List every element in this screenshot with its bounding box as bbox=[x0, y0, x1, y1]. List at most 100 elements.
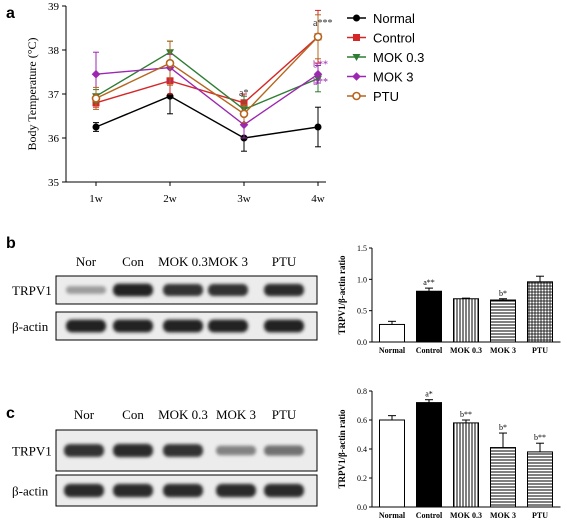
category-label: MOK 3 bbox=[490, 511, 516, 520]
lane-label: MOK 3 bbox=[216, 407, 256, 422]
blot-band bbox=[113, 443, 153, 458]
data-point bbox=[91, 94, 101, 103]
series-mok-0-3 bbox=[92, 40, 322, 124]
panel-label-a: a bbox=[6, 5, 15, 22]
data-point bbox=[313, 32, 323, 42]
y-tick-label: 0.0 bbox=[357, 503, 367, 512]
panel-label-b: b bbox=[6, 235, 16, 252]
significance-label: b* bbox=[499, 423, 507, 432]
category-label: Control bbox=[416, 511, 443, 520]
category-label: Normal bbox=[379, 511, 406, 520]
x-tick-label: 4w bbox=[311, 193, 325, 205]
blot-band bbox=[264, 483, 304, 498]
legend-entry: MOK 0.3 bbox=[373, 50, 424, 65]
bar-chart-c: 0.0 0.2 0.4 0.6 0.8 TRPV1/β-actin ratio Normal… bbox=[337, 387, 561, 520]
line-chart: 35 36 37 38 39 1w 2w 3w 4w Body Temperature (°C) a… bbox=[25, 1, 424, 205]
bar bbox=[453, 298, 479, 343]
blot-band bbox=[66, 286, 106, 294]
y-axis-title: TRPV1/β-actin ratio bbox=[337, 409, 347, 488]
bar bbox=[416, 402, 442, 508]
bar bbox=[490, 447, 516, 508]
bar bbox=[379, 419, 405, 508]
lane-label: Con bbox=[122, 407, 144, 422]
legend-entry: PTU bbox=[373, 89, 399, 104]
blot-band bbox=[113, 283, 153, 297]
western-blot-b: Nor Con MOK 0.3 MOK 3 PTU TRPV1 β-actin bbox=[12, 254, 318, 341]
legend: Normal Control MOK 0.3 MOK 3 PTU bbox=[347, 11, 424, 104]
blot-band bbox=[163, 284, 203, 296]
blot-band bbox=[216, 483, 256, 498]
category-label: MOK 3 bbox=[490, 346, 516, 355]
lane-label: Nor bbox=[76, 254, 97, 269]
lane-label: MOK 3 bbox=[208, 254, 248, 269]
bar bbox=[490, 299, 516, 343]
y-tick-label: 1.5 bbox=[357, 244, 367, 253]
blot-band bbox=[208, 284, 248, 296]
blot-band bbox=[264, 319, 304, 333]
legend-entry: Normal bbox=[373, 11, 415, 26]
blot-band bbox=[264, 283, 304, 297]
category-label: PTU bbox=[532, 511, 548, 520]
row-label: TRPV1 bbox=[12, 283, 52, 298]
bar bbox=[416, 290, 442, 343]
blot-band bbox=[163, 444, 203, 457]
y-tick-label: 39 bbox=[48, 1, 60, 13]
data-point bbox=[313, 69, 323, 79]
significance-label: a* bbox=[425, 390, 433, 399]
y-axis-title: TRPV1/β-actin ratio bbox=[337, 255, 347, 334]
blot-band bbox=[216, 445, 256, 456]
legend-marker bbox=[352, 54, 361, 61]
category-label: Control bbox=[416, 346, 443, 355]
lane-label: MOK 0.3 bbox=[158, 407, 208, 422]
y-tick-label: 38 bbox=[48, 45, 60, 57]
blot-band bbox=[64, 444, 104, 457]
data-point bbox=[165, 58, 175, 68]
blot-band bbox=[163, 483, 203, 498]
panel-label-c: c bbox=[6, 405, 15, 422]
significance-label: a** bbox=[423, 278, 435, 287]
bar bbox=[453, 422, 479, 508]
series-line bbox=[95, 95, 319, 139]
significance-label: b* bbox=[499, 289, 507, 298]
lane-label: MOK 0.3 bbox=[158, 254, 208, 269]
series-normal bbox=[92, 78, 322, 152]
blot-band bbox=[64, 483, 104, 498]
x-tick-label: 1w bbox=[89, 193, 103, 205]
lane-label: Con bbox=[122, 254, 144, 269]
y-tick-label: 0.2 bbox=[357, 474, 367, 483]
series-mok-3 bbox=[91, 51, 323, 139]
blot-band bbox=[163, 319, 203, 333]
blot-band bbox=[66, 319, 106, 333]
lane-label: Nor bbox=[74, 407, 95, 422]
significance-annotation: a* bbox=[239, 88, 248, 99]
legend-entry: Control bbox=[373, 31, 415, 46]
western-blot-c: Nor Con MOK 0.3 MOK 3 PTU TRPV1 β-actin bbox=[12, 407, 318, 507]
legend-marker bbox=[352, 72, 361, 81]
significance-label: b** bbox=[460, 410, 472, 419]
y-tick-label: 35 bbox=[48, 177, 60, 189]
blot-band bbox=[113, 319, 153, 333]
y-tick-label: 0.6 bbox=[357, 416, 367, 425]
category-label: PTU bbox=[532, 346, 548, 355]
series-ptu bbox=[91, 14, 323, 124]
series-line bbox=[95, 36, 319, 104]
significance-label: b** bbox=[534, 433, 546, 442]
category-label: Normal bbox=[379, 346, 406, 355]
bar-chart-b: 0.0 0.5 1.0 1.5 TRPV1/β-actin ratio Normal Con… bbox=[337, 244, 561, 355]
series-line bbox=[95, 66, 319, 126]
legend-entry: MOK 3 bbox=[373, 70, 413, 85]
data-point bbox=[314, 123, 322, 131]
x-tick-label: 3w bbox=[237, 193, 251, 205]
y-tick-label: 0.0 bbox=[357, 338, 367, 347]
data-point bbox=[239, 109, 249, 119]
y-tick-label: 37 bbox=[48, 89, 60, 101]
y-tick-label: 0.8 bbox=[357, 387, 367, 396]
y-tick-label: 1.0 bbox=[357, 275, 367, 284]
x-tick-label: 2w bbox=[163, 193, 177, 205]
blot-band bbox=[264, 445, 304, 456]
y-tick-label: 36 bbox=[48, 133, 60, 145]
row-label: β-actin bbox=[12, 319, 49, 334]
category-label: MOK 0.3 bbox=[450, 511, 482, 520]
y-tick-label: 0.4 bbox=[357, 445, 367, 454]
